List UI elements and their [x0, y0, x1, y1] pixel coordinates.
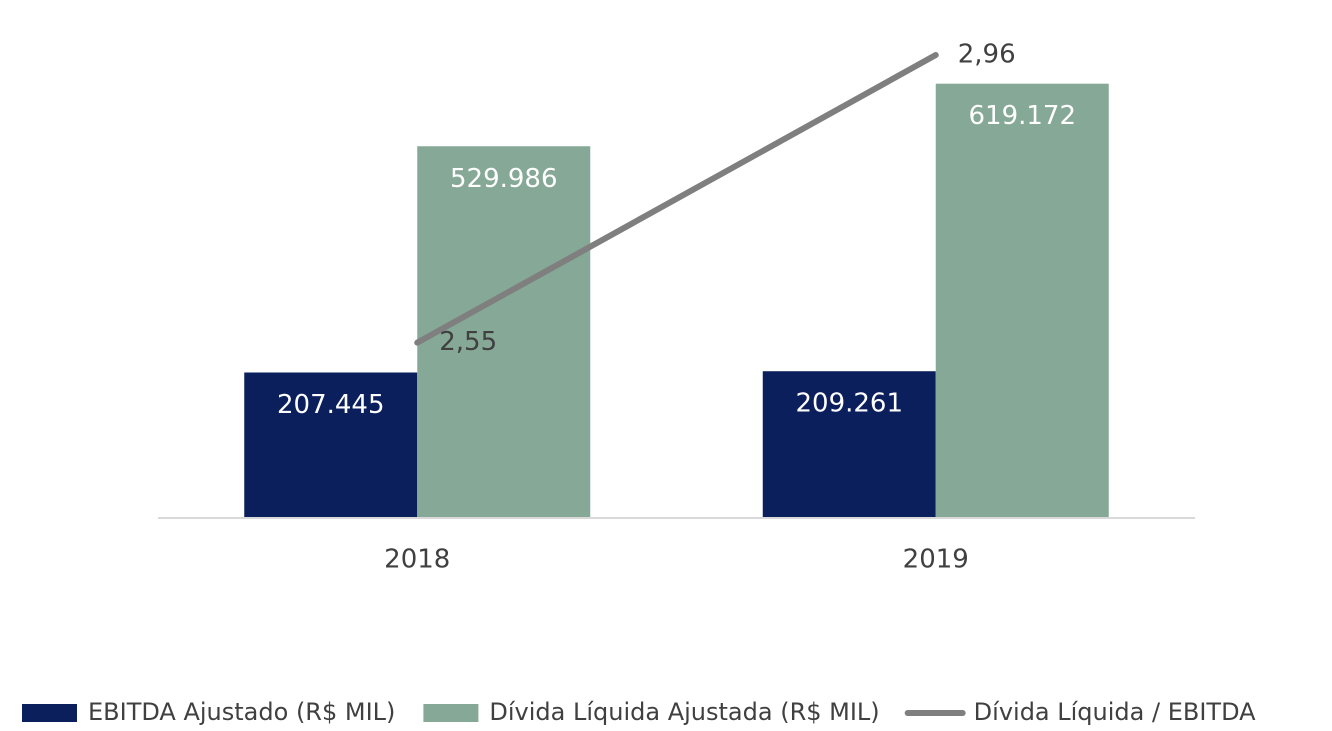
- line-series: [414, 52, 939, 346]
- bar: [762, 371, 936, 518]
- data-label: 529.986: [450, 164, 558, 194]
- data-label: 619.172: [968, 101, 1076, 131]
- data-label: 209.261: [795, 389, 903, 419]
- legend-swatch: [423, 704, 479, 722]
- x-tick-label: 2019: [903, 545, 969, 575]
- bar: [244, 372, 418, 518]
- line-label: 2,96: [958, 40, 1016, 70]
- x-tick-label: 2018: [384, 545, 450, 575]
- legend-swatch: [22, 704, 77, 722]
- data-label: 207.445: [277, 390, 385, 420]
- legend-label: Dívida Líquida Ajustada (R$ MIL): [489, 698, 879, 726]
- line-label: 2,55: [439, 327, 497, 357]
- legend-label: EBITDA Ajustado (R$ MIL): [88, 698, 395, 726]
- bar: [935, 83, 1109, 518]
- legend-label: Dívida Líquida / EBITDA: [974, 698, 1256, 726]
- bar: [417, 146, 591, 518]
